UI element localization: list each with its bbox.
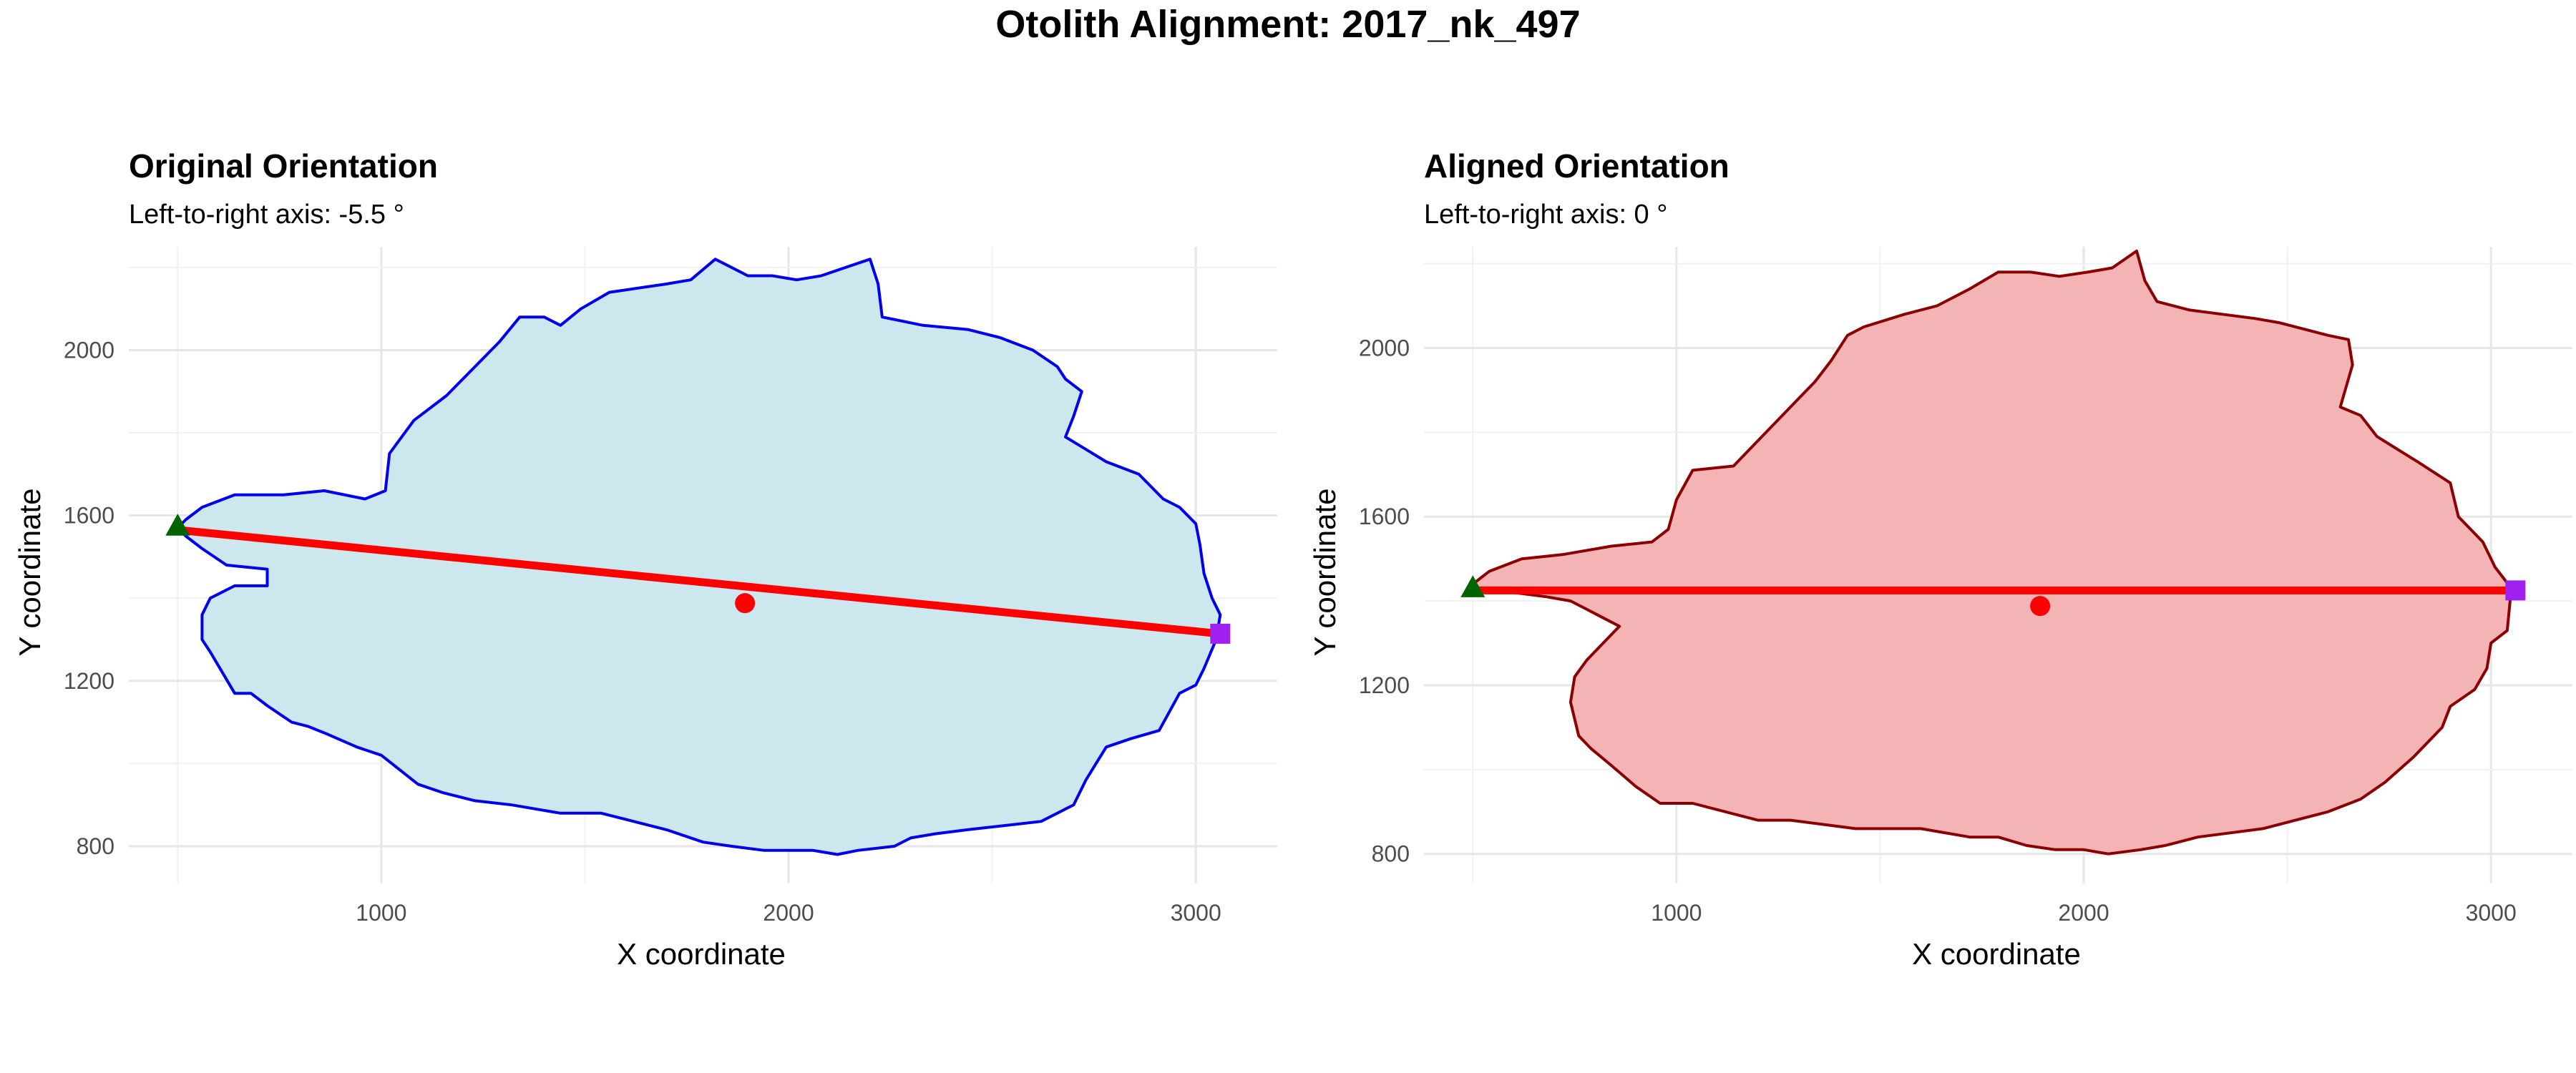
start-marker-triangle: [165, 514, 190, 536]
centroid-point: [735, 593, 756, 614]
y-tick-label: 1200: [64, 668, 114, 694]
left-right-axis-line: [177, 526, 1221, 638]
panel-original-orientation: Original Orientation Left-to-right axis:…: [13, 147, 1277, 971]
centroid-point: [2030, 596, 2051, 617]
x-axis-title: X coordinate: [617, 937, 786, 971]
plot-area: [1460, 249, 2526, 856]
y-axis-title: Y coordinate: [13, 488, 47, 656]
end-marker-square: [1210, 623, 1231, 644]
y-tick-label: 800: [1372, 841, 1410, 867]
y-tick-label: 800: [77, 833, 114, 859]
panel-title: Aligned Orientation: [1424, 147, 1729, 185]
x-axis-title: X coordinate: [1912, 937, 2081, 971]
y-tick-label: 2000: [64, 337, 114, 363]
y-tick-label: 1600: [64, 503, 114, 529]
tick-labels: 1000 2000 3000 800 1200 1600 2000: [64, 337, 1221, 926]
x-tick-label: 2000: [2058, 900, 2109, 926]
panel-title: Original Orientation: [129, 147, 438, 185]
x-tick-label: 1000: [356, 900, 406, 926]
y-tick-label: 1600: [1359, 504, 1410, 529]
panel-subtitle: Left-to-right axis: -5.5 °: [129, 200, 404, 230]
x-tick-label: 3000: [2466, 900, 2517, 926]
y-axis-title: Y coordinate: [1308, 488, 1342, 656]
otolith-outline: [1471, 249, 2513, 856]
y-tick-label: 2000: [1359, 335, 1410, 361]
end-marker-square: [2505, 580, 2526, 601]
tick-labels: 1000 2000 3000 800 1200 1600 2000: [1359, 335, 2517, 926]
y-tick-label: 1200: [1359, 672, 1410, 698]
panel-aligned-orientation: Aligned Orientation Left-to-right axis: …: [1308, 147, 2572, 971]
start-marker-triangle: [1460, 575, 1485, 597]
x-tick-label: 2000: [763, 900, 814, 926]
panel-subtitle: Left-to-right axis: 0 °: [1424, 200, 1667, 230]
x-tick-label: 1000: [1651, 900, 1702, 926]
plot-area: [165, 258, 1231, 856]
otolith-outline: [176, 258, 1222, 856]
x-tick-label: 3000: [1171, 900, 1221, 926]
figure-title: Otolith Alignment: 2017_nk_497: [995, 3, 1580, 46]
